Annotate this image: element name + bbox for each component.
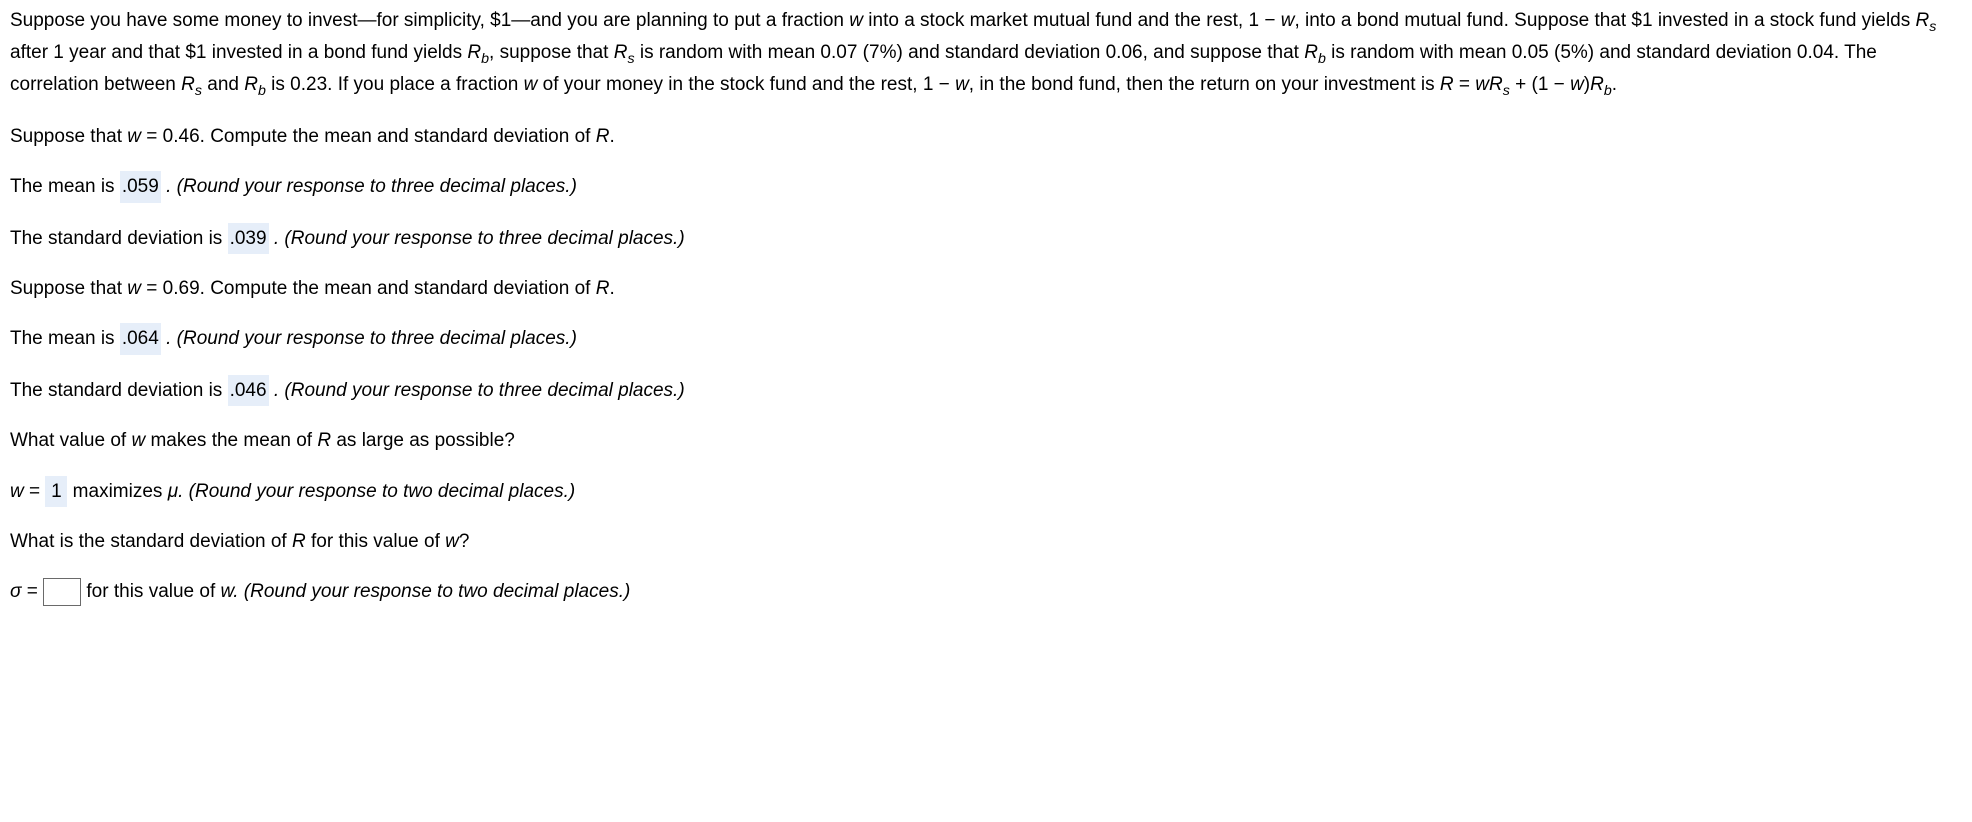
hint: . (Round your response to three decimal … [274,228,685,249]
var-R: R [1440,74,1454,95]
hint: . (Round your response to three decimal … [166,176,577,197]
var-Rb: Rb [1590,74,1612,95]
var-Rs: Rs [1916,10,1937,31]
hint: . (Round your response to two decimal pl… [233,581,630,602]
var-Rs: Rs [181,74,202,95]
text: is 0.23. If you place a fraction [266,74,524,95]
var-R: R [317,430,331,451]
var-Rb: Rb [1304,42,1326,63]
var-R: R [292,531,306,552]
label: The standard deviation is [10,380,228,401]
var-w: w [849,10,863,31]
var-w: w [1281,10,1295,31]
q4-answer-line: σ = for this value of w. (Round your res… [10,577,1962,606]
var-w: w [524,74,538,95]
text: What is the standard deviation of [10,531,292,552]
q2-prompt: Suppose that w = 0.69. Compute the mean … [10,274,1962,303]
text: = 0.69. Compute the mean and standard de… [141,278,596,299]
hint: . (Round your response to two decimal pl… [178,481,575,502]
hint: . (Round your response to three decimal … [166,328,577,349]
label: The mean is [10,328,120,349]
text: into a stock market mutual fund and the … [863,10,1281,31]
text: , in the bond fund, then the return on y… [969,74,1440,95]
q1-mean-line: The mean is .059 . (Round your response … [10,171,1962,202]
q3-prompt: What value of w makes the mean of R as l… [10,426,1962,455]
var-w: w [955,74,969,95]
text: makes the mean of [145,430,317,451]
var-w: w [221,581,234,602]
text: . [609,278,614,299]
var-w: w [1570,74,1584,95]
q2-mean-line: The mean is .064 . (Round your response … [10,323,1962,354]
text: Suppose you have some money to invest—fo… [10,10,849,31]
text: Suppose that [10,126,127,147]
label: The mean is [10,176,120,197]
var-Rs: Rs [614,42,635,63]
var-w: w [1475,74,1489,95]
var-w: w [10,481,24,502]
var-w: w [445,531,459,552]
q3-w-input[interactable]: 1 [45,476,67,507]
q2-sd-input[interactable]: .046 [228,375,269,406]
var-w: w [127,278,141,299]
text: = [24,481,46,502]
problem-statement: Suppose you have some money to invest—fo… [10,6,1962,102]
var-Rs: Rs [1489,74,1510,95]
var-Rb: Rb [244,74,266,95]
text: = [21,581,43,602]
text: is random with mean 0.07 (7%) and standa… [635,42,1305,63]
text: . [609,126,614,147]
text: , into a bond mutual fund. Suppose that … [1294,10,1915,31]
q1-sd-line: The standard deviation is .039 . (Round … [10,223,1962,254]
text: What value of [10,430,131,451]
var-sigma: σ [10,581,21,602]
var-w: w [127,126,141,147]
text: after 1 year and that $1 invested in a b… [10,42,467,63]
text: as large as possible? [331,430,515,451]
q1-sd-input[interactable]: .039 [228,223,269,254]
hint: . (Round your response to three decimal … [274,380,685,401]
q2-sd-line: The standard deviation is .046 . (Round … [10,375,1962,406]
var-R: R [596,278,610,299]
text: ? [459,531,470,552]
q4-sigma-input[interactable] [43,578,81,606]
q1-mean-input[interactable]: .059 [120,171,161,202]
text: for this value of [306,531,445,552]
var-R: R [596,126,610,147]
q3-answer-line: w = 1 maximizes μ. (Round your response … [10,476,1962,507]
text: . [1612,74,1617,95]
var-mu: μ [168,481,178,502]
q4-prompt: What is the standard deviation of R for … [10,527,1962,556]
q1-prompt: Suppose that w = 0.46. Compute the mean … [10,122,1962,151]
var-w: w [131,430,145,451]
text: , suppose that [489,42,614,63]
text: = 0.46. Compute the mean and standard de… [141,126,596,147]
var-Rb: Rb [467,42,489,63]
text: + (1 − [1510,74,1570,95]
text: of your money in the stock fund and the … [537,74,955,95]
text: maximizes [73,481,168,502]
text: = [1454,74,1476,95]
text: Suppose that [10,278,127,299]
text: and [202,74,244,95]
q2-mean-input[interactable]: .064 [120,323,161,354]
label: The standard deviation is [10,228,228,249]
text: for this value of [86,581,220,602]
